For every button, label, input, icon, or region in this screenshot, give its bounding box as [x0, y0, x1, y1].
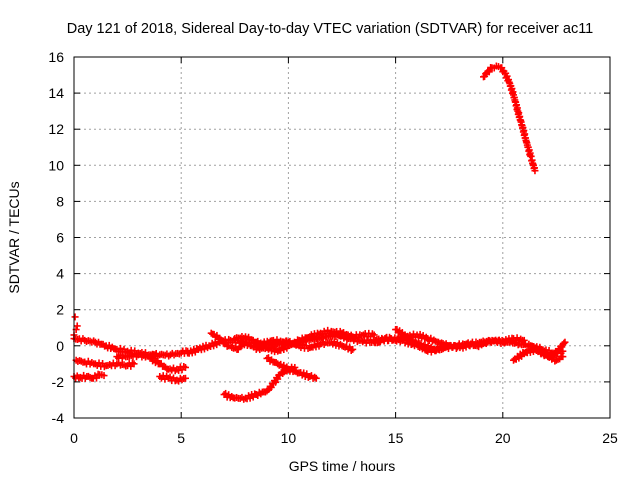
x-tick-label: 25 — [602, 430, 618, 446]
y-tick-label: 14 — [48, 85, 64, 101]
data-point-fill — [267, 383, 275, 391]
data-point — [73, 322, 81, 330]
data-point — [561, 338, 569, 346]
y-tick-label: 4 — [56, 266, 64, 282]
data-point — [181, 374, 189, 382]
y-tick-label: -2 — [52, 374, 65, 390]
data-point — [559, 353, 567, 361]
y-tick-label: 2 — [56, 302, 64, 318]
data-point — [312, 374, 320, 382]
data-point — [71, 313, 79, 321]
data-point — [520, 336, 528, 344]
data-point-fill — [93, 374, 101, 382]
data-point-fill — [347, 347, 355, 355]
data-point — [181, 363, 189, 371]
y-tick-label: -4 — [52, 410, 65, 426]
chart-title: Day 121 of 2018, Sidereal Day-to-day VTE… — [67, 21, 594, 37]
data-point — [531, 167, 539, 175]
data-point — [151, 351, 159, 359]
data-point — [130, 360, 138, 368]
data-point-fill — [274, 375, 282, 383]
data-point — [370, 331, 378, 339]
y-tick-label: 6 — [56, 230, 64, 246]
y-tick-label: 0 — [56, 338, 64, 354]
data-point — [349, 345, 357, 353]
y-tick-label: 8 — [56, 193, 64, 209]
data-point-fill — [485, 68, 493, 76]
data-point — [445, 342, 453, 350]
data-point — [291, 363, 299, 371]
data-marks — [70, 62, 569, 403]
x-tick-label: 20 — [495, 430, 511, 446]
x-tick-label: 10 — [281, 430, 297, 446]
x-tick-label: 5 — [177, 430, 185, 446]
y-tick-label: 12 — [48, 121, 64, 137]
x-axis-label: GPS time / hours — [289, 458, 396, 474]
data-point-fill — [560, 339, 568, 347]
y-axis-label: SDTVAR / TECUs — [6, 181, 22, 293]
x-tick-label: 15 — [388, 430, 404, 446]
y-tick-label: 16 — [48, 49, 64, 65]
x-tick-label: 0 — [70, 430, 78, 446]
data-point-fill — [166, 373, 174, 381]
y-tick-label: 10 — [48, 157, 64, 173]
data-point — [100, 372, 108, 380]
axes: 0 5 10 15 20 25 -4 -2 0 2 4 6 8 10 12 14 16 — [48, 49, 618, 446]
